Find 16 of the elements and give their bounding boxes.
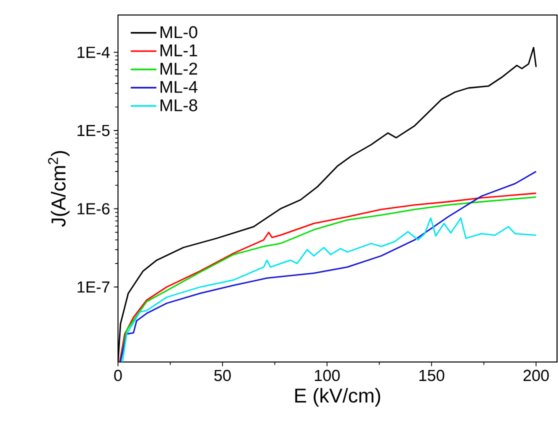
y-tick-label: 1E-5 xyxy=(78,124,110,136)
x-tick-label: 200 xyxy=(524,370,549,382)
legend-label: ML-4 xyxy=(160,81,198,93)
y-axis-title: J(A/cm$^{2}$) xyxy=(48,151,70,227)
y-tick-label: 1E-4 xyxy=(78,46,110,58)
x-axis-title: E (kV/cm) xyxy=(295,388,380,407)
x-tick-label: 150 xyxy=(419,370,444,382)
legend-label: ML-0 xyxy=(160,26,198,38)
y-tick-label: 1E-6 xyxy=(78,203,110,214)
legend-label: ML-2 xyxy=(160,62,198,75)
legend-label: ML-1 xyxy=(160,44,198,56)
x-tick-label: 50 xyxy=(214,370,231,382)
y-tick-label: 1E-7 xyxy=(78,282,110,293)
x-tick-label: 0 xyxy=(114,370,122,382)
x-tick-label: 100 xyxy=(314,370,340,382)
legend-label: ML-8 xyxy=(160,99,198,112)
